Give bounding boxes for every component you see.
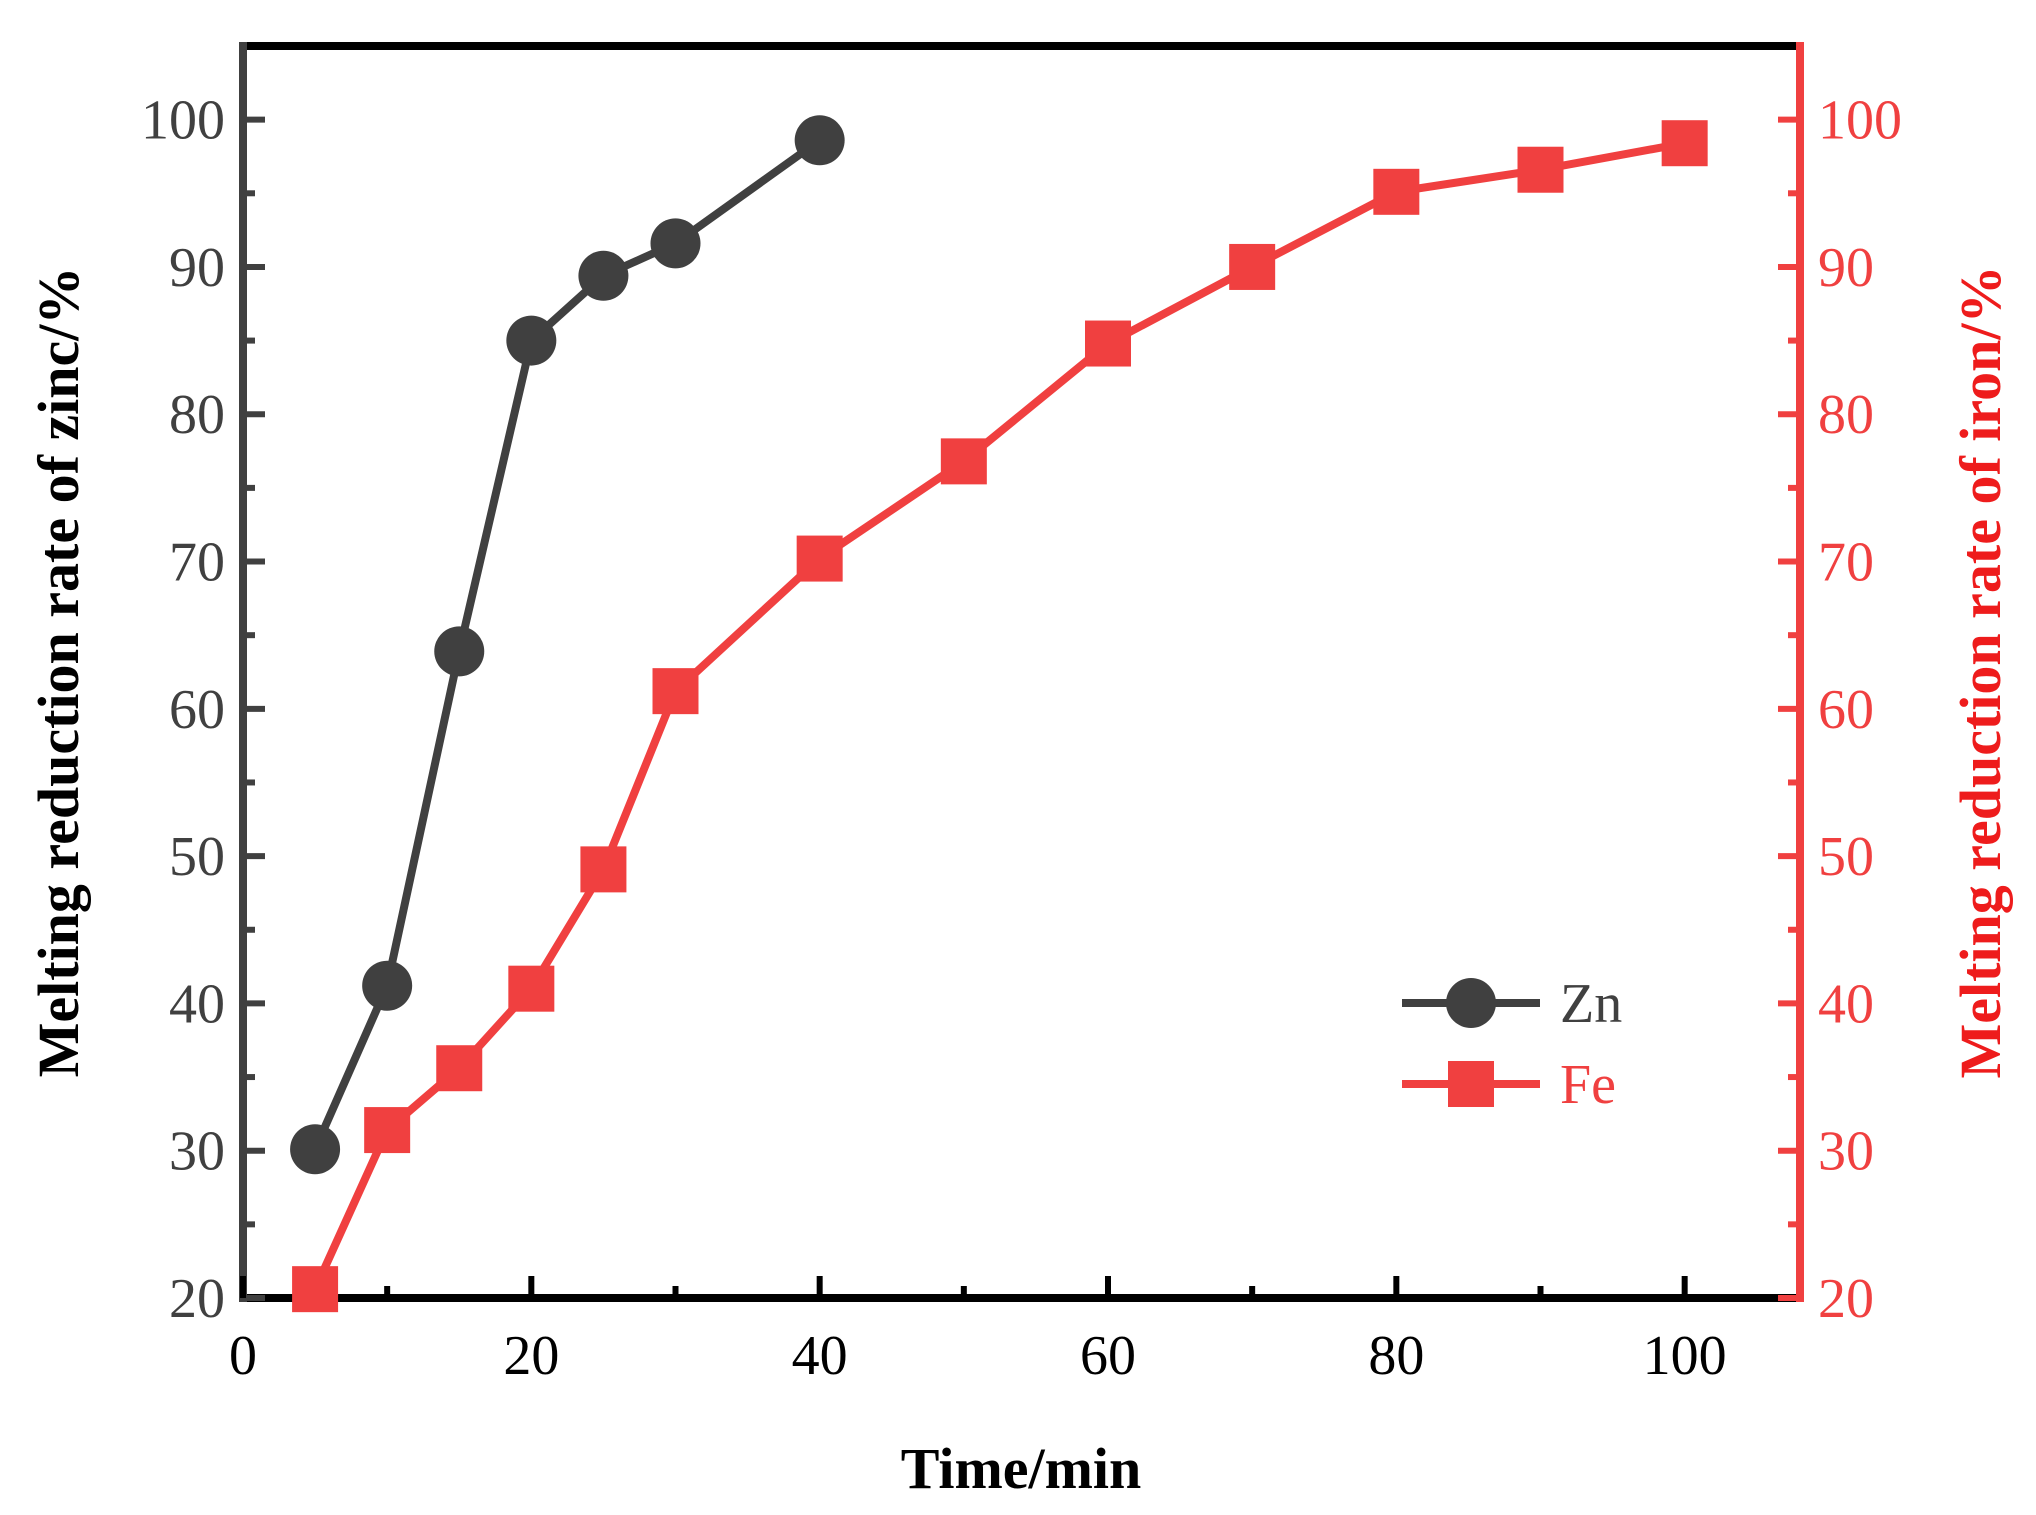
right-tick-label: 90 (1818, 237, 1874, 299)
legend-zn-label: Zn (1560, 973, 1622, 1035)
left-tick-label: 100 (141, 90, 225, 152)
data-point-fe (580, 846, 627, 893)
right-axis-title: Melting reduction rate of iron/% (1948, 266, 2013, 1079)
data-point-zn (290, 1124, 341, 1175)
data-point-zn (506, 315, 557, 366)
x-axis-title: Time/min (901, 1436, 1142, 1501)
data-point-zn (650, 218, 701, 269)
data-point-fe (364, 1107, 411, 1154)
x-tick-label: 0 (229, 1325, 257, 1387)
data-point-fe (796, 535, 843, 582)
left-tick-label: 50 (169, 826, 225, 888)
legend-fe-marker (1448, 1061, 1494, 1107)
right-tick-label: 20 (1818, 1268, 1874, 1330)
data-point-zn (434, 626, 485, 677)
series-layer (290, 115, 1708, 1313)
legend-zn-marker (1446, 978, 1496, 1028)
data-point-fe (1229, 243, 1276, 290)
data-point-fe (508, 965, 555, 1012)
left-tick-label: 30 (169, 1121, 225, 1183)
right-tick-label: 70 (1818, 532, 1874, 594)
series-line-fe (311, 139, 1686, 1291)
left-tick-label: 90 (169, 237, 225, 299)
x-tick-label: 20 (503, 1325, 559, 1387)
data-point-zn (362, 960, 413, 1011)
x-tick-label: 40 (792, 1325, 848, 1387)
right-tick-label: 30 (1818, 1121, 1874, 1183)
data-point-fe (652, 668, 699, 715)
left-tick-label: 20 (169, 1268, 225, 1330)
left-tick-label: 70 (169, 532, 225, 594)
data-point-fe (1517, 146, 1564, 193)
x-tick-label: 100 (1643, 1325, 1727, 1387)
data-point-fe (940, 438, 987, 485)
right-tick-label: 40 (1818, 973, 1874, 1035)
data-point-zn (578, 250, 629, 301)
x-tick-label: 80 (1368, 1325, 1424, 1387)
right-tick-label: 100 (1818, 90, 1902, 152)
right-tick-label: 80 (1818, 384, 1874, 446)
left-tick-label: 80 (169, 384, 225, 446)
data-point-zn (794, 115, 845, 166)
left-tick-label: 60 (169, 679, 225, 741)
left-axis-ticks: 20 30 40 50 60 70 80 90 100 (141, 90, 265, 1330)
data-point-fe (1661, 120, 1708, 167)
data-point-fe (436, 1045, 483, 1092)
right-axis-ticks: 20 30 40 50 60 70 80 90 100 (1778, 90, 1902, 1330)
legend: Zn Fe (1402, 973, 1622, 1116)
left-axis-title: Melting reduction rate of zinc/% (26, 267, 91, 1078)
data-point-fe (292, 1266, 339, 1313)
data-point-fe (1373, 168, 1420, 215)
right-tick-label: 50 (1818, 826, 1874, 888)
legend-fe-label: Fe (1560, 1054, 1616, 1116)
x-tick-label: 60 (1080, 1325, 1136, 1387)
data-point-fe (1085, 320, 1131, 367)
x-axis-ticks: 0 20 40 60 80 100 (229, 1276, 1727, 1387)
right-tick-label: 60 (1818, 679, 1874, 741)
left-tick-label: 40 (169, 973, 225, 1035)
